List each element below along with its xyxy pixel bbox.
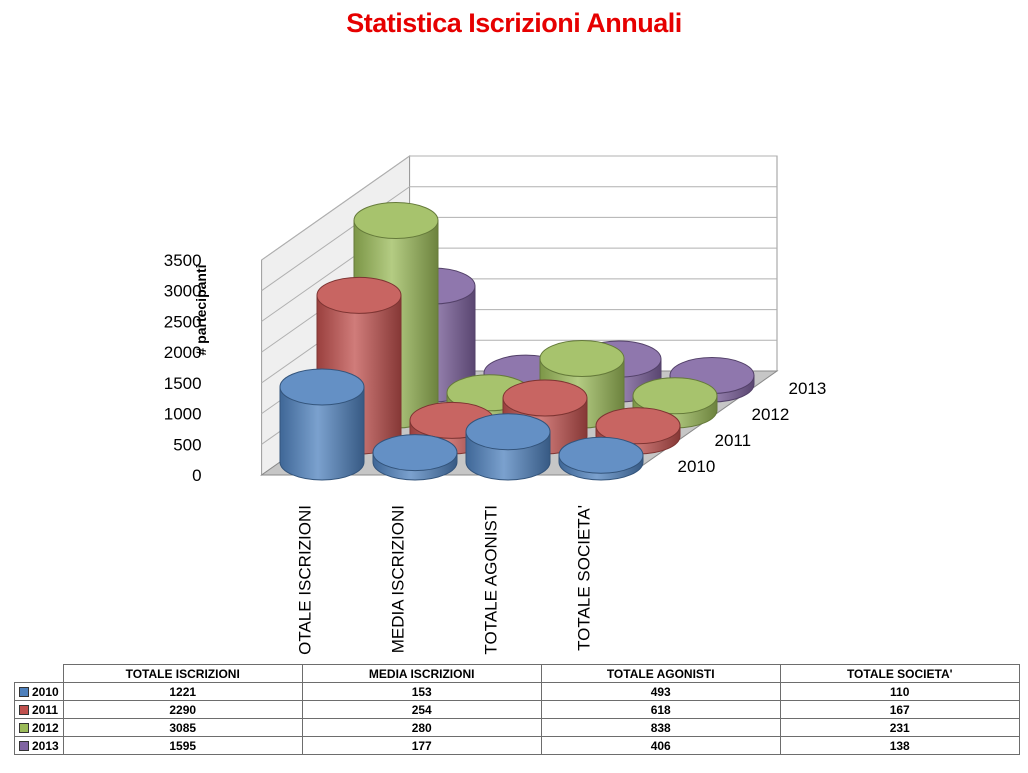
data-table-cell: 167	[779, 700, 1020, 719]
data-table-row-label: 2013	[14, 736, 64, 755]
bar-top	[353, 201, 439, 239]
data-table-cell: 177	[301, 736, 542, 755]
data-table-cell: 231	[779, 718, 1020, 737]
data-table-cell: 280	[301, 718, 542, 737]
series-label: 2011	[715, 431, 752, 450]
y-tick-label: 2500	[164, 312, 202, 331]
bar	[279, 368, 365, 481]
y-tick-label: 3500	[164, 251, 202, 270]
data-table-cell: 110	[779, 682, 1020, 701]
data-table-col-header: TOTALE SOCIETA'	[779, 664, 1020, 683]
gridline	[261, 155, 777, 261]
data-table-cell: 2290	[62, 700, 303, 719]
chart-3d-cylinders: 0 500 1000 1500 2000 2500 3000 3500# partecipan…	[164, 155, 827, 655]
data-table-row-label: 2012	[14, 718, 64, 737]
y-axis: 0 500 1000 1500 2000 2500 3000 3500# partecipan…	[164, 251, 209, 485]
data-table-row: 2012 3085 280 838 231	[14, 718, 1020, 737]
x-tick-label: MEDIA ISCRIZIONI	[389, 505, 408, 653]
data-table-header: TOTALE ISCRIZIONI MEDIA ISCRIZIONI TOTALE …	[14, 664, 1020, 683]
data-table-cell: 153	[301, 682, 542, 701]
x-tick-label: TOTALE SOCIETA'	[575, 505, 594, 651]
data-table-row: 2011 2290 254 618 167	[14, 700, 1020, 719]
data-table-col-header: TOTALE AGONISTI	[540, 664, 781, 683]
data-table-cell: 618	[540, 700, 781, 719]
bar-top	[632, 377, 718, 415]
data-table-row: 2010 1221 153 493 110	[14, 682, 1020, 701]
legend-key	[19, 686, 29, 697]
series-label: 2010	[678, 457, 716, 476]
x-tick-label: TOTALE ISCRIZIONI	[296, 505, 315, 655]
y-axis-label: # partecipanti	[193, 264, 209, 355]
data-table-corner	[14, 664, 64, 683]
y-tick-label: 3000	[164, 282, 202, 301]
y-tick-label: 500	[173, 435, 201, 454]
data-table-cell: 1595	[62, 736, 303, 755]
bar-top	[539, 340, 625, 378]
bar	[465, 413, 551, 481]
bar	[372, 434, 458, 481]
legend-key	[19, 740, 29, 751]
gridline	[261, 186, 777, 292]
y-tick-label: 1500	[164, 374, 202, 393]
y-tick-label: 2000	[164, 343, 202, 362]
x-axis-labels: TOTALE ISCRIZIONI MEDIA ISCRIZIONI TOTALE …	[296, 505, 594, 655]
bar-top	[465, 413, 551, 451]
data-table-cell: 3085	[62, 718, 303, 737]
data-table-col-header: MEDIA ISCRIZIONI	[301, 664, 542, 683]
bar	[558, 436, 644, 481]
data-table: TOTALE ISCRIZIONI MEDIA ISCRIZIONI TOTALE …	[14, 664, 1020, 755]
data-table-cell: 838	[540, 718, 781, 737]
bar-top	[595, 407, 681, 445]
data-table-cell: 493	[540, 682, 781, 701]
x-tick-label: TOTALE AGONISTI	[482, 505, 501, 655]
bar-top	[372, 434, 458, 472]
data-table-row-label: 2010	[14, 682, 64, 701]
legend-key	[19, 722, 29, 733]
bar-top	[279, 368, 365, 406]
bar-top	[316, 276, 402, 314]
y-tick-label: 0	[192, 466, 201, 485]
bar-body	[279, 386, 365, 481]
chart-title: Statistica Iscrizioni Annuali	[346, 8, 682, 38]
data-table-cell: 1221	[62, 682, 303, 701]
bar-top	[502, 379, 588, 417]
data-table-body: 2010 1221 153 493 110 2011 2290 254 618 167 2012 30…	[14, 682, 1020, 755]
series-label: 2012	[752, 405, 790, 424]
data-table-cell: 406	[540, 736, 781, 755]
legend-key	[19, 704, 29, 715]
data-table-row: 2013 1595 177 406 138	[14, 736, 1020, 755]
bar-top	[558, 436, 644, 474]
data-table-row-label: 2011	[14, 700, 64, 719]
data-table-cell: 138	[779, 736, 1020, 755]
data-table-col-header: TOTALE ISCRIZIONI	[62, 664, 303, 683]
y-tick-label: 1000	[164, 405, 202, 424]
data-table-cell: 254	[301, 700, 542, 719]
series-label: 2013	[789, 379, 827, 398]
chart-bars	[279, 201, 755, 481]
